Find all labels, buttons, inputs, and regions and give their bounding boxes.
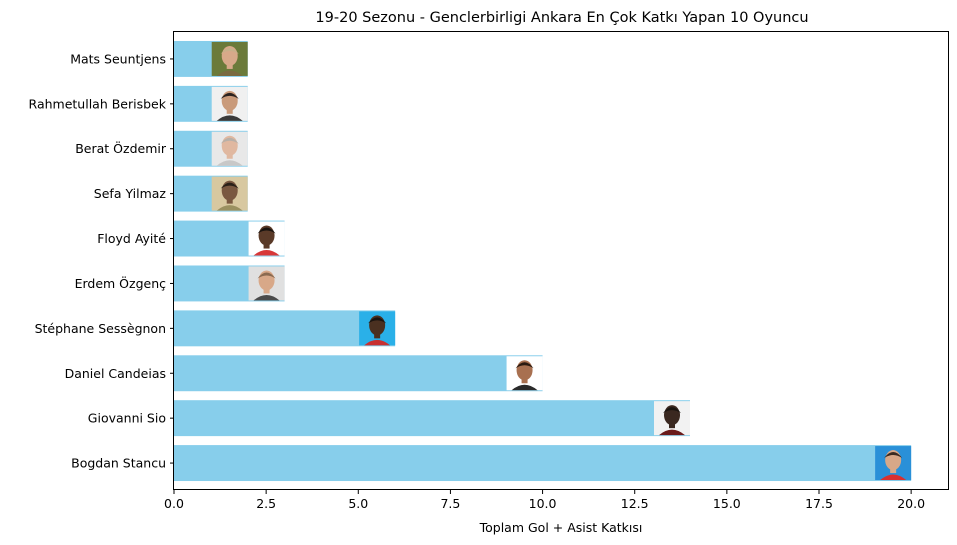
x-tick-label: 0.0 [164,496,184,511]
y-tick-label: Erdem Özgenç [75,275,167,291]
y-axis: Mats Seuntjens Rahmetullah Berisbek Berat … [29,51,174,471]
player-photo [359,311,396,346]
y-tick-label: Stéphane Sessègnon [35,321,166,336]
y-tick-label: Floyd Ayité [97,231,166,246]
y-tick-label: Bogdan Stancu [71,456,166,471]
y-tick-label: Rahmetullah Berisbek [29,96,167,111]
y-tick-label: Mats Seuntjens [70,51,166,66]
x-tick-label: 15.0 [713,496,741,511]
y-tick-label: Sefa Yilmaz [94,186,167,201]
bar [174,355,543,392]
player-photo [248,266,285,301]
y-tick-label: Daniel Candeias [65,366,166,381]
chart-title: 19-20 Sezonu - Genclerbirligi Ankara En … [315,10,808,26]
x-tick-label: 2.5 [256,496,276,511]
y-tick-label: Berat Özdemir [75,140,167,156]
player-photos-group [211,41,912,481]
player-photo [211,176,248,211]
x-axis-label: Toplam Gol + Asist Katkısı [479,520,643,535]
bars-group [174,40,912,482]
x-tick-label: 5.0 [348,496,368,511]
player-photo [248,221,285,256]
player-photo [211,41,248,76]
x-tick-label: 12.5 [621,496,649,511]
player-photo [654,401,690,436]
x-axis: 0.0 2.5 5.0 7.5 10.0 12.5 15.0 17.5 20.0 [164,490,925,511]
player-photo [875,446,912,481]
x-tick-label: 20.0 [897,496,925,511]
y-tick-label: Giovanni Sio [88,411,166,426]
x-tick-label: 10.0 [529,496,557,511]
bar [174,310,396,347]
bar [174,445,912,482]
player-photo [506,356,543,391]
plot-frame [173,31,949,490]
bar [174,400,690,437]
x-tick-label: 7.5 [440,496,460,511]
player-photo [211,131,248,166]
x-tick-label: 17.5 [805,496,833,511]
player-photo [211,86,248,121]
